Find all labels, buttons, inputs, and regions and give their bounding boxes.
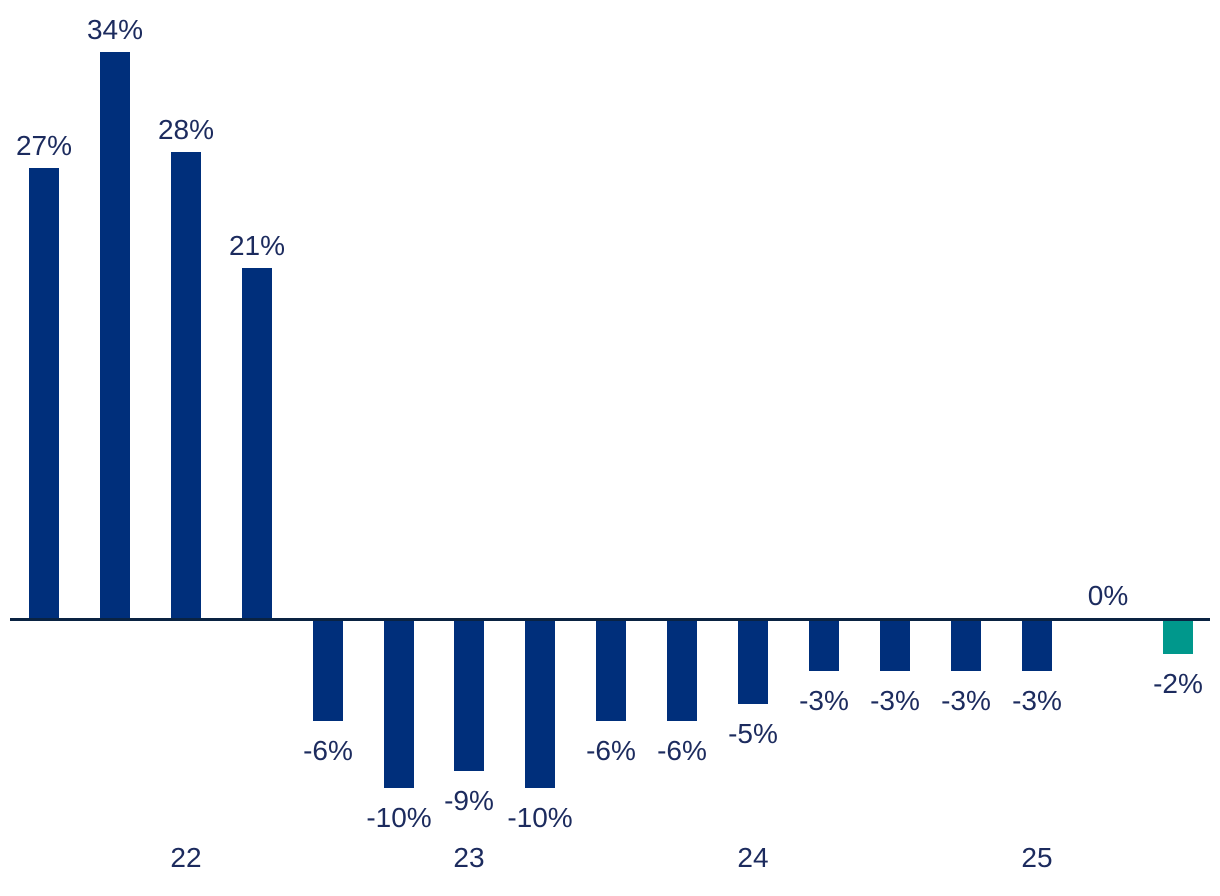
bar-value-label-16: -2% <box>1153 668 1203 699</box>
x-tick-label-22: 22 <box>170 842 202 873</box>
bar-7 <box>525 621 555 788</box>
bar-value-label-7: -10% <box>507 802 573 833</box>
bar-8 <box>596 621 626 721</box>
bar-value-label-13: -3% <box>941 685 991 716</box>
bar-value-label-0: 27% <box>15 130 73 161</box>
bar-1 <box>100 52 130 618</box>
bar-value-label-2: 28% <box>157 114 215 145</box>
x-tick-label-25: 25 <box>1021 842 1053 873</box>
bar-13 <box>951 621 981 671</box>
bar-0 <box>29 168 59 618</box>
bar-value-label-4: -6% <box>303 735 353 766</box>
bar-10 <box>738 621 768 704</box>
bar-value-label-10: -5% <box>728 718 778 749</box>
bar-value-label-3: 21% <box>228 230 286 261</box>
bar-2 <box>171 152 201 618</box>
x-tick-label-24: 24 <box>737 842 769 873</box>
x-tick-label-23: 23 <box>453 842 485 873</box>
bar-value-label-9: -6% <box>657 735 707 766</box>
bar-6 <box>454 621 484 771</box>
zero-axis-line <box>10 618 1210 621</box>
bar-4 <box>313 621 343 721</box>
bar-9 <box>667 621 697 721</box>
bar-value-label-14: -3% <box>1012 685 1062 716</box>
bar-3 <box>242 268 272 618</box>
bar-14 <box>1022 621 1052 671</box>
bar-value-label-5: -10% <box>366 802 432 833</box>
bar-value-label-8: -6% <box>586 735 636 766</box>
bar-value-label-1: 34% <box>86 14 144 45</box>
bar-5 <box>384 621 414 788</box>
bar-12 <box>880 621 910 671</box>
bar-value-label-12: -3% <box>870 685 920 716</box>
bar-11 <box>809 621 839 671</box>
bar-value-label-11: -3% <box>799 685 849 716</box>
bar-value-label-15: 0% <box>1087 580 1129 611</box>
bar-value-label-6: -9% <box>444 785 494 816</box>
bar-16 <box>1163 621 1193 654</box>
